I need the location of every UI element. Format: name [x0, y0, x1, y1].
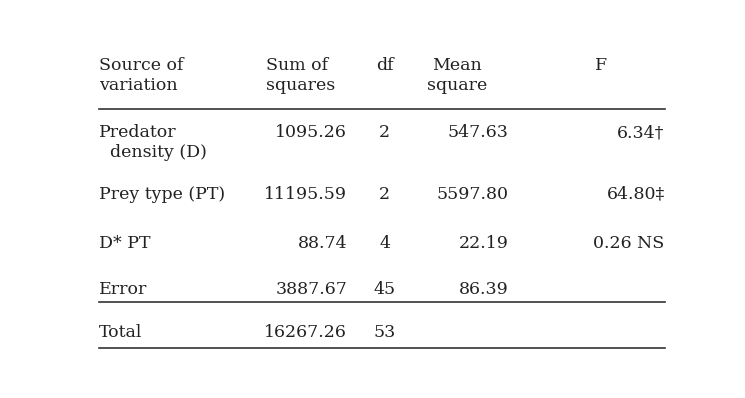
Text: 0.26 NS: 0.26 NS — [594, 235, 665, 252]
Text: Prey type (PT): Prey type (PT) — [99, 185, 225, 203]
Text: Predator
  density (D): Predator density (D) — [99, 124, 207, 161]
Text: 45: 45 — [374, 281, 396, 298]
Text: 5597.80: 5597.80 — [437, 185, 509, 203]
Text: Total: Total — [99, 324, 142, 341]
Text: 22.19: 22.19 — [459, 235, 509, 252]
Text: Error: Error — [99, 281, 148, 298]
Text: Mean
square: Mean square — [427, 57, 487, 94]
Text: 88.74: 88.74 — [297, 235, 347, 252]
Text: 2: 2 — [379, 185, 390, 203]
Text: 11195.59: 11195.59 — [264, 185, 347, 203]
Text: 53: 53 — [373, 324, 396, 341]
Text: 6.34†: 6.34† — [618, 124, 665, 141]
Text: Sum of
squares: Sum of squares — [266, 57, 335, 94]
Text: D* PT: D* PT — [99, 235, 150, 252]
Text: 86.39: 86.39 — [459, 281, 509, 298]
Text: F: F — [595, 57, 607, 74]
Text: 547.63: 547.63 — [448, 124, 509, 141]
Text: 2: 2 — [379, 124, 390, 141]
Text: 1095.26: 1095.26 — [276, 124, 347, 141]
Text: 16267.26: 16267.26 — [264, 324, 347, 341]
Text: 64.80‡: 64.80‡ — [606, 185, 665, 203]
Text: 3887.67: 3887.67 — [276, 281, 347, 298]
Text: df: df — [376, 57, 393, 74]
Text: Source of
variation: Source of variation — [99, 57, 183, 94]
Text: 4: 4 — [379, 235, 390, 252]
